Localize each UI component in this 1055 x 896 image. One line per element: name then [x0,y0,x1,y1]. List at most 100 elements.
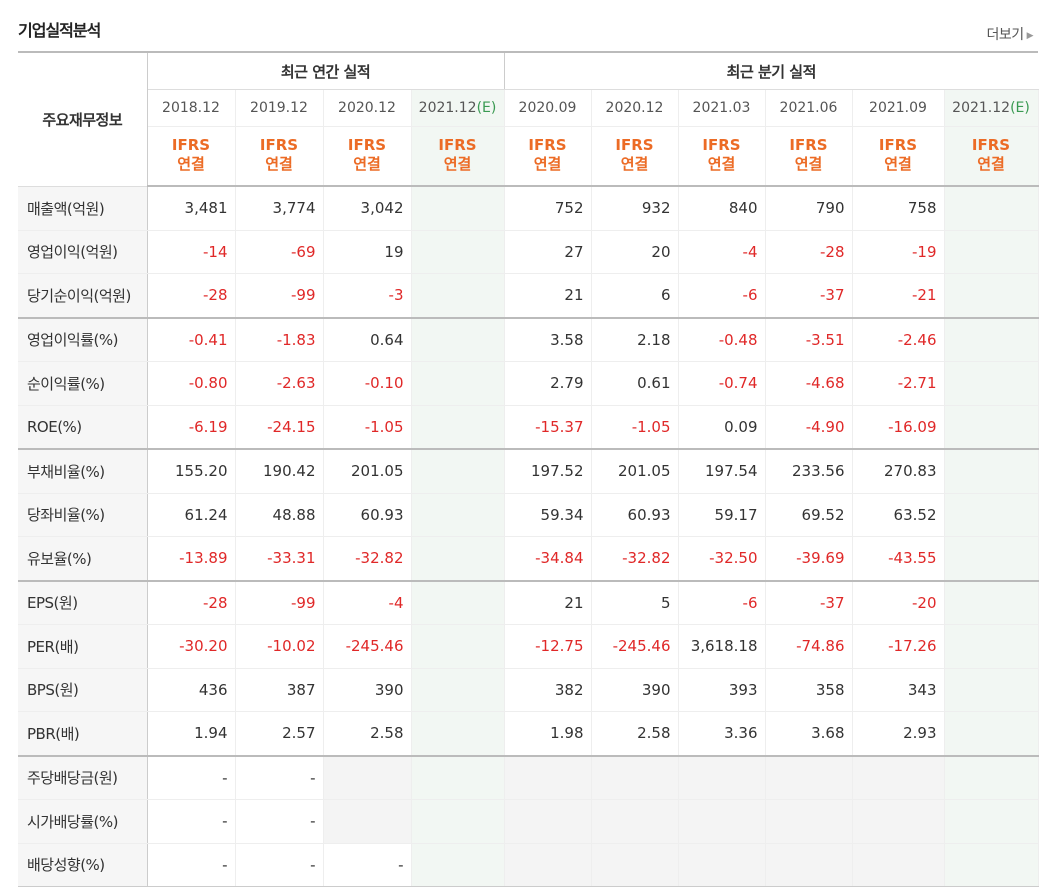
table-cell [944,799,1039,844]
estimate-marker: (E) [476,100,497,116]
ifrs-label: IFRS [615,136,654,154]
ifrs-label: IFRS [789,136,828,154]
period-label: 2020.09 [518,100,577,116]
table-row: 영업이익(억원) -14 -69 19 27 20 -4 -28 -19 [18,230,1039,274]
table-cell: 2.57 [235,711,324,757]
more-link[interactable]: 더보기 ▶ [986,24,1033,44]
table-cell: -1.05 [591,405,679,450]
consolidated-label: 연결 [443,155,472,173]
table-cell [411,273,505,319]
table-cell: -4.68 [765,361,853,406]
table-cell [944,668,1039,712]
row-label: 매출액(억원) [18,186,148,231]
table-cell: 3,042 [323,186,412,231]
estimate-marker: (E) [1010,100,1030,116]
table-cell: 0.09 [678,405,766,450]
table-cell [852,799,945,844]
table-cell: -0.48 [678,317,766,362]
period-header: 2020.09 [503,89,592,127]
period-label: 2021.06 [779,100,838,116]
table-cell [411,624,505,669]
table-cell: -39.69 [765,536,853,582]
table-cell: -0.41 [147,317,236,362]
table-cell: -12.75 [503,624,592,669]
table-row: 순이익률(%) -0.80 -2.63 -0.10 2.79 0.61 -0.74 -4.68… [18,361,1039,406]
period-label: 2020.12 [605,100,664,116]
table-cell: 59.17 [678,493,766,537]
table-cell [591,843,679,887]
table-cell: 61.24 [147,493,236,537]
consolidated-label: 연결 [794,155,823,173]
table-cell: 3.58 [503,317,592,362]
table-cell [591,755,679,800]
table-cell [944,843,1039,887]
table-cell: 155.20 [147,449,236,494]
period-header: 2021.06 [765,89,853,127]
table-cell: 382 [503,668,592,712]
table-row: BPS(원) 436 387 390 382 390 393 358 343 [18,668,1039,712]
table-cell [944,317,1039,362]
table-cell: 63.52 [852,493,945,537]
table-cell: -30.20 [147,624,236,669]
table-cell [503,843,592,887]
table-cell: -19 [852,230,945,274]
table-cell: -28 [147,273,236,319]
table-row: PBR(배) 1.94 2.57 2.58 1.98 2.58 3.36 3.68 2.93 [18,711,1039,757]
row-label: 영업이익(억원) [18,230,148,274]
table-cell: 270.83 [852,449,945,494]
table-cell: -6 [678,273,766,319]
ifrs-label: IFRS [347,136,387,154]
table-cell: 3.68 [765,711,853,757]
table-cell: -13.89 [147,536,236,582]
row-label-header: 주요재무정보 [18,51,148,187]
row-label: 부채비율(%) [18,449,148,494]
table-cell: 20 [591,230,679,274]
table-cell: -32.82 [323,536,412,582]
table-cell: 3,774 [235,186,324,231]
table-cell: 0.64 [323,317,412,362]
table-row: 매출액(억원) 3,481 3,774 3,042 752 932 840 790 758 [18,186,1039,231]
ifrs-badge: IFRS 연결 [591,126,679,187]
table-cell: 21 [503,273,592,319]
table-row: 당기순이익(억원) -28 -99 -3 21 6 -6 -37 -21 [18,273,1039,319]
table-cell: -34.84 [503,536,592,582]
period-label: 2019.12 [250,100,308,116]
table-cell: -20 [852,580,945,625]
table-cell [944,449,1039,494]
period-header: 2020.12 [591,89,679,127]
table-cell [411,668,505,712]
table-cell: -2.63 [235,361,324,406]
table-cell: -1.83 [235,317,324,362]
ifrs-label: IFRS [438,136,477,154]
ifrs-badge: IFRS 연결 [944,126,1039,187]
table-cell: -0.80 [147,361,236,406]
table-cell [591,799,679,844]
row-label: 영업이익률(%) [18,317,148,362]
table-cell: 60.93 [323,493,412,537]
row-label: ROE(%) [18,405,148,450]
table-cell: 201.05 [323,449,412,494]
caret-right-icon: ▶ [1026,31,1034,41]
table-cell: 0.61 [591,361,679,406]
table-cell: - [235,843,324,887]
table-cell: -245.46 [323,624,412,669]
table-cell: -99 [235,580,324,625]
table-cell: 752 [503,186,592,231]
table-cell: 1.98 [503,711,592,757]
table-cell [944,493,1039,537]
table-row: ROE(%) -6.19 -24.15 -1.05 -15.37 -1.05 0.09 -4.… [18,405,1039,450]
table-cell: -37 [765,273,853,319]
table-cell [944,624,1039,669]
table-cell: 190.42 [235,449,324,494]
table-cell: 201.05 [591,449,679,494]
table-cell: -28 [147,580,236,625]
financial-table: 주요재무정보 최근 연간 실적 최근 분기 실적 2018.12 2019.12 2… [18,51,1039,887]
table-cell [944,405,1039,450]
table-cell: -74.86 [765,624,853,669]
consolidated-label: 연결 [620,155,649,173]
consolidated-label: 연결 [265,155,293,173]
table-cell: 197.52 [503,449,592,494]
table-cell [944,186,1039,231]
table-cell [852,843,945,887]
table-cell: 932 [591,186,679,231]
